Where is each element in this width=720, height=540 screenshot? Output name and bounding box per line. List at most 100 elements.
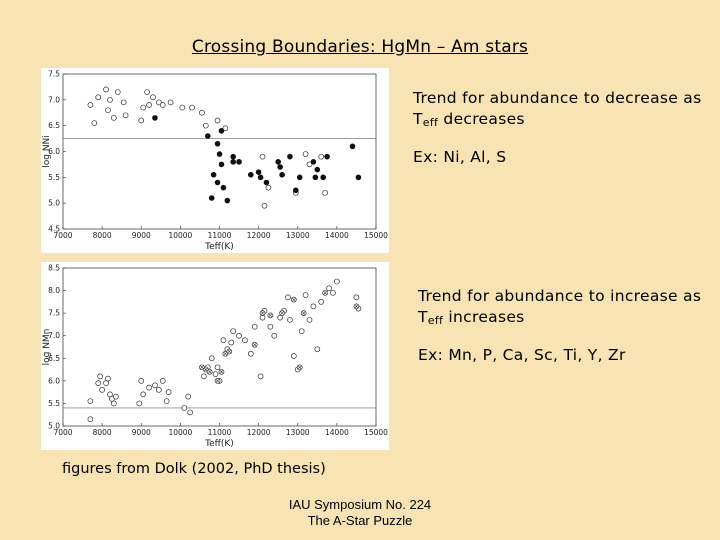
point-circle [87, 416, 94, 423]
point-circle [179, 104, 186, 111]
data-point-open [220, 337, 227, 344]
data-point-filled [208, 195, 215, 201]
data-point-filled [248, 171, 254, 178]
x-tick-label: 12000 [247, 231, 271, 240]
mn-abundance-plot: 7000 8000 9000 10000 11000 12000 13000 14000 150… [41, 262, 389, 450]
point-circle [181, 405, 188, 411]
point-circle [105, 107, 111, 114]
point-circle [150, 94, 156, 101]
data-point-open [111, 115, 117, 121]
point-circle [140, 391, 147, 398]
data-point-filled [277, 164, 283, 170]
point-circle [87, 398, 94, 405]
y-tick-label: 8.5 [48, 264, 60, 273]
data-point-open [95, 380, 102, 386]
data-point-crossed [300, 310, 307, 316]
point-circle [87, 102, 94, 108]
data-point-open [334, 278, 340, 285]
x-tick-label: 10000 [168, 428, 192, 437]
x-tick-label: 14000 [325, 428, 349, 437]
point-cross [203, 367, 208, 372]
data-point-open [95, 94, 102, 101]
data-point-open [271, 332, 278, 339]
point-circle [222, 125, 229, 132]
data-point-open [120, 99, 127, 106]
data-point-open [222, 125, 229, 132]
y-tick-label: 4.5 [48, 225, 60, 234]
point-cross [199, 365, 204, 370]
data-point-crossed [279, 310, 285, 316]
y-tick-label: 7.5 [48, 70, 60, 79]
data-point-filled [255, 169, 262, 175]
point-circle [302, 292, 309, 298]
data-point-open [152, 382, 158, 389]
data-point-filled [263, 179, 270, 186]
data-point-filled [236, 159, 242, 165]
plot-frame [62, 267, 377, 427]
data-point-filled [324, 153, 330, 160]
data-point-open [103, 86, 109, 93]
data-point-open [179, 104, 186, 111]
point-circle [214, 117, 221, 124]
data-point-open [353, 294, 360, 301]
point-circle [230, 328, 237, 335]
point-circle [185, 393, 192, 400]
x-tick-label: 10000 [168, 231, 192, 240]
data-point-crossed [226, 348, 233, 355]
data-point-crossed [296, 364, 303, 371]
x-tick-label: 12000 [247, 428, 271, 437]
data-point-crossed [206, 368, 213, 375]
point-circle [285, 294, 291, 301]
data-point-open [259, 153, 266, 160]
data-point-open [326, 285, 332, 292]
data-point-open [156, 99, 162, 106]
point-circle [140, 104, 147, 111]
y-tick-label: 5.5 [48, 173, 60, 182]
y-tick-label: 8.0 [48, 286, 60, 295]
data-point-open [122, 112, 129, 119]
data-point-open [199, 109, 205, 116]
data-point-open [208, 355, 215, 362]
data-point-open [87, 416, 94, 423]
point-circle [112, 393, 119, 400]
point-circle [290, 353, 297, 359]
point-circle [326, 285, 332, 292]
point-cross [301, 311, 306, 316]
point-circle [310, 303, 317, 310]
point-circle [259, 153, 266, 160]
increase-trend-example: Ex: Mn, P, Ca, Sc, Ti, Y, Zr [418, 346, 626, 364]
y-tick-label: 6.5 [48, 121, 60, 130]
x-tick-label: 8000 [93, 428, 112, 437]
data-point-open [150, 94, 156, 101]
data-point-open [91, 120, 98, 126]
point-cross [323, 290, 328, 295]
data-point-open [156, 387, 162, 393]
data-point-filled [279, 171, 285, 178]
point-cross [291, 297, 296, 302]
data-point-filled [287, 153, 293, 160]
data-point-open [330, 289, 336, 296]
point-circle [236, 332, 242, 339]
x-tick-label: 15000 [364, 231, 388, 240]
y-tick-label: 5.0 [48, 199, 60, 208]
data-point-open [107, 96, 113, 103]
data-point-open [257, 373, 264, 380]
y-tick-label: 5.0 [48, 422, 60, 431]
data-point-crossed [251, 341, 258, 348]
x-tick-label: 9000 [132, 428, 151, 437]
data-point-open [144, 89, 150, 95]
point-circle [189, 104, 195, 111]
data-point-filled [320, 174, 326, 181]
data-point-filled [218, 161, 225, 168]
point-circle [212, 371, 219, 377]
scatter-plot-svg: 7000 8000 9000 10000 11000 12000 13000 14000 150… [42, 70, 388, 253]
point-cross [227, 349, 232, 354]
data-point-crossed [214, 378, 221, 384]
point-circle [353, 294, 360, 301]
point-cross [260, 311, 265, 316]
point-circle [107, 96, 113, 103]
point-circle [287, 317, 293, 323]
data-point-open [201, 373, 207, 380]
data-point-filled [224, 197, 231, 204]
point-circle [156, 387, 162, 393]
